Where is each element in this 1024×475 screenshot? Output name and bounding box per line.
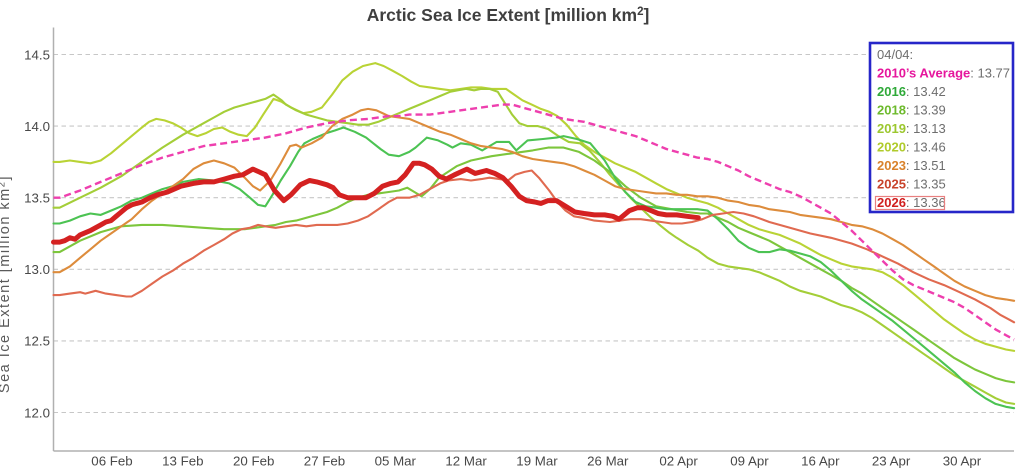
svg-text:12.0: 12.0 (24, 405, 50, 420)
svg-text:23 Apr: 23 Apr (872, 454, 911, 469)
svg-text:14.0: 14.0 (24, 119, 50, 134)
svg-text:2016: 13.42: 2016: 13.42 (877, 84, 946, 99)
svg-text:2026: 13.36: 2026: 13.36 (877, 195, 946, 210)
svg-text:2018: 13.39: 2018: 13.39 (877, 103, 946, 118)
svg-text:16 Apr: 16 Apr (801, 454, 840, 469)
svg-text:2020: 13.46: 2020: 13.46 (877, 140, 946, 155)
svg-text:06 Feb: 06 Feb (91, 454, 132, 469)
svg-text:13 Feb: 13 Feb (162, 454, 203, 469)
svg-text:12.5: 12.5 (24, 334, 50, 349)
svg-text:Arctic Sea Ice Extent [million: Arctic Sea Ice Extent [million km2] (367, 5, 650, 25)
svg-text:2025: 13.35: 2025: 13.35 (877, 177, 946, 192)
svg-text:27 Feb: 27 Feb (304, 454, 345, 469)
svg-text:19 Mar: 19 Mar (516, 454, 558, 469)
svg-text:12 Mar: 12 Mar (445, 454, 487, 469)
svg-text:05 Mar: 05 Mar (375, 454, 417, 469)
svg-text:Sea Ice Extent [million km2]: Sea Ice Extent [million km2] (0, 175, 13, 393)
svg-text:2023: 13.51: 2023: 13.51 (877, 158, 946, 173)
svg-text:09 Apr: 09 Apr (730, 454, 769, 469)
svg-text:30 Apr: 30 Apr (943, 454, 982, 469)
svg-text:13.0: 13.0 (24, 262, 50, 277)
svg-text:13.5: 13.5 (24, 191, 50, 206)
svg-text:14.5: 14.5 (24, 47, 50, 62)
svg-text:2019: 13.13: 2019: 13.13 (877, 121, 946, 136)
svg-text:04/04:: 04/04: (877, 47, 913, 62)
svg-text:26 Mar: 26 Mar (587, 454, 629, 469)
svg-text:2010’s Average: 13.77: 2010’s Average: 13.77 (877, 66, 1010, 81)
svg-text:20 Feb: 20 Feb (233, 454, 274, 469)
svg-text:02 Apr: 02 Apr (659, 454, 698, 469)
